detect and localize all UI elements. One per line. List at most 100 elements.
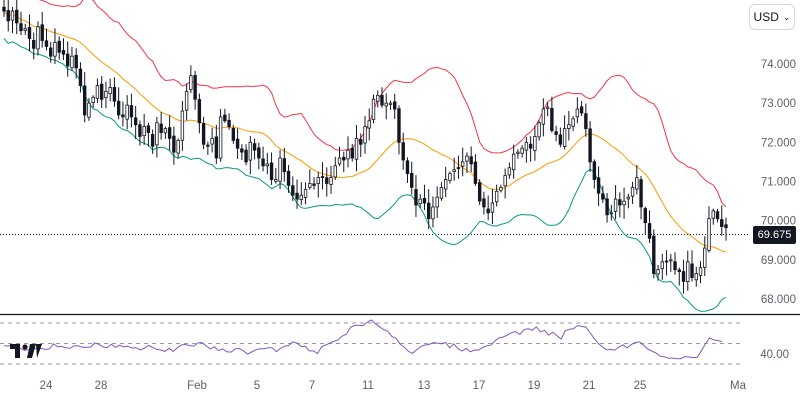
logo-mark-v [27, 344, 42, 358]
candle-body [286, 170, 291, 186]
candle-body [482, 198, 486, 208]
x-tick-label: 19 [528, 380, 541, 392]
y-axis-tick-labels: 68.000 69.000 70.000 71.000 72.000 73.000 74.0… [761, 59, 796, 306]
candle-body [78, 68, 83, 86]
candle-body [214, 136, 219, 159]
candle-body [371, 98, 376, 120]
candle-body [146, 125, 151, 133]
currency-label: USD [753, 10, 779, 24]
candle-body [669, 259, 673, 262]
candle-body [15, 9, 19, 24]
candle-body [401, 142, 405, 161]
candle-body [545, 106, 550, 109]
candle-body [346, 149, 350, 160]
x-tick-label: 28 [95, 380, 108, 392]
candle-body [2, 6, 6, 12]
candle-body [19, 23, 23, 32]
candle-body [278, 157, 282, 182]
candle-body [724, 224, 728, 229]
candle-body [618, 199, 622, 206]
x-tick-label: 25 [634, 380, 647, 392]
candle-body [562, 128, 567, 147]
candle-body [520, 147, 524, 154]
candle-body [49, 47, 53, 57]
candle-body [325, 177, 329, 184]
candle-body [473, 161, 478, 184]
bollinger-bands [3, 0, 727, 312]
candle-body [686, 261, 690, 282]
candle-body [240, 148, 244, 153]
candle-body [435, 196, 439, 208]
candlesticks [2, 0, 728, 294]
candle-body [108, 87, 112, 95]
candle-body [550, 107, 554, 131]
candle-body [652, 235, 656, 274]
candle-body [82, 85, 87, 116]
candle-body [227, 119, 231, 128]
candle-body [431, 206, 435, 220]
middle-band-line [3, 10, 727, 253]
candle-body [405, 160, 410, 175]
y-tick-label: 73.000 [761, 98, 796, 110]
x-tick-label: 7 [309, 380, 315, 392]
candle-body [609, 212, 614, 215]
candle-body [359, 139, 363, 145]
last-price-label: 69.675 [753, 226, 796, 244]
candle-body [592, 161, 597, 180]
candle-body [554, 131, 558, 135]
grid-lines [0, 234, 800, 316]
candle-body [142, 126, 146, 137]
candle-body [439, 186, 444, 199]
candle-body [337, 157, 342, 165]
candle-body [630, 186, 635, 197]
candle-body [626, 196, 631, 200]
currency-selector[interactable]: USD ⌄ [749, 4, 795, 30]
candle-body [248, 141, 253, 161]
candle-body [486, 208, 490, 214]
candle-body [329, 177, 333, 185]
candle-body [422, 197, 427, 204]
candle-body [231, 128, 236, 141]
candle-body [218, 116, 223, 159]
candle-body [320, 176, 325, 178]
candle-body [707, 218, 711, 251]
candle-body [477, 182, 482, 202]
tradingview-logo[interactable] [10, 341, 44, 361]
candle-body [418, 198, 422, 205]
candle-body [10, 10, 15, 21]
candle-body [193, 75, 197, 100]
candle-body [503, 175, 507, 187]
x-tick-label: 13 [418, 380, 431, 392]
candle-body [163, 128, 168, 134]
candle-body [184, 91, 189, 111]
candle-body [393, 101, 397, 110]
y-tick-label: 70.000 [761, 216, 796, 228]
candle-body [380, 95, 384, 106]
candle-body [507, 167, 512, 176]
candle-body [36, 26, 40, 50]
candle-body [61, 50, 66, 55]
x-tick-label: 17 [473, 380, 486, 392]
candle-body [223, 114, 227, 122]
candle-body [235, 138, 240, 149]
candle-body [265, 163, 270, 167]
x-axis-tick-labels: 24 28 Feb 5 7 11 13 17 19 21 25 Ma [40, 380, 747, 392]
candle-body [647, 223, 652, 239]
candle-body [575, 108, 580, 118]
candle-body [499, 186, 503, 191]
candle-body [605, 198, 609, 216]
candle-body [252, 143, 257, 151]
candle-body [397, 108, 401, 143]
y-tick-label: 72.000 [761, 137, 796, 149]
logo-mark-t [10, 344, 20, 358]
candle-body [533, 136, 537, 151]
candle-body [660, 261, 664, 270]
candle-body [104, 91, 108, 99]
candle-body [460, 161, 465, 167]
lower-band-line [3, 38, 727, 312]
candle-body [159, 123, 163, 133]
candle-body [91, 96, 95, 103]
candle-body [524, 141, 529, 151]
y-tick-label: 71.000 [761, 177, 796, 189]
